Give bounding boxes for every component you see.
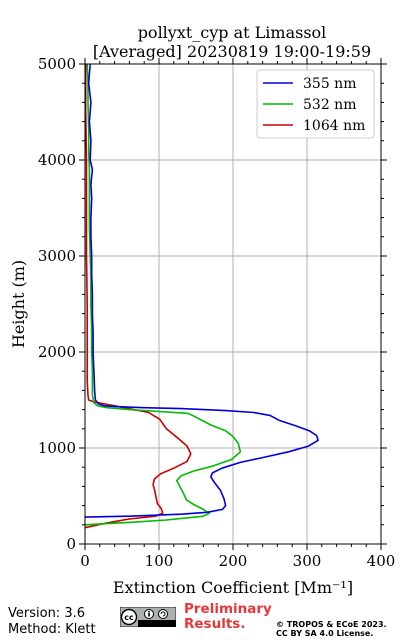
version-text: Version: 3.6: [8, 606, 85, 621]
method-text: Method: Klett: [8, 622, 96, 637]
legend: 355 nm 532 nm 1064 nm: [256, 69, 375, 139]
chart-title: pollyxt_cyp at Limassol: [138, 23, 327, 42]
x-tick-label: 100: [145, 552, 174, 570]
y-axis-label: Height (m): [9, 260, 28, 348]
grid-lines: [85, 64, 381, 544]
extinction-profile-chart: pollyxt_cyp at Limassol [Averaged] 20230…: [9, 23, 396, 597]
x-tick-label: 200: [219, 552, 248, 570]
series-layer: [84, 63, 319, 529]
series-line-532-nm: [84, 63, 242, 526]
y-tick-label: 5000: [38, 55, 76, 73]
legend-label: 1064 nm: [303, 118, 365, 134]
legend-label: 532 nm: [303, 97, 356, 113]
version-info: Version: 3.6 Method: Klett: [8, 606, 96, 638]
preliminary-line2: Results.: [184, 616, 246, 632]
svg-text:cc: cc: [124, 613, 134, 622]
series-line-1064-nm: [84, 64, 192, 529]
x-tick-label: 300: [293, 552, 322, 570]
y-tick-label: 1000: [38, 439, 76, 457]
y-tick-label: 0: [66, 535, 76, 553]
x-tick-label: 400: [367, 552, 396, 570]
y-tick-label: 4000: [38, 151, 76, 169]
x-axis-label: Extinction Coefficient [Mm⁻¹]: [113, 578, 353, 597]
copyright-line1: © TROPOS & ECoE 2023.: [276, 620, 387, 629]
x-tick-label: 0: [80, 552, 90, 570]
copyright-line2: CC BY SA 4.0 License.: [276, 629, 374, 638]
series-line-355-nm: [84, 63, 319, 518]
legend-box: [256, 69, 375, 139]
copyright-notice: © TROPOS & ECoE 2023. CC BY SA 4.0 Licen…: [276, 620, 387, 638]
legend-label: 355 nm: [303, 76, 356, 92]
chart-subtitle: [Averaged] 20230819 19:00-19:59: [93, 42, 371, 61]
y-tick-label: 3000: [38, 247, 76, 265]
preliminary-results-notice: Preliminary Results.: [184, 602, 272, 632]
preliminary-line1: Preliminary: [184, 601, 272, 617]
cc-by-sa-badge-icon: cc: [120, 607, 176, 627]
y-tick-label: 2000: [38, 343, 76, 361]
